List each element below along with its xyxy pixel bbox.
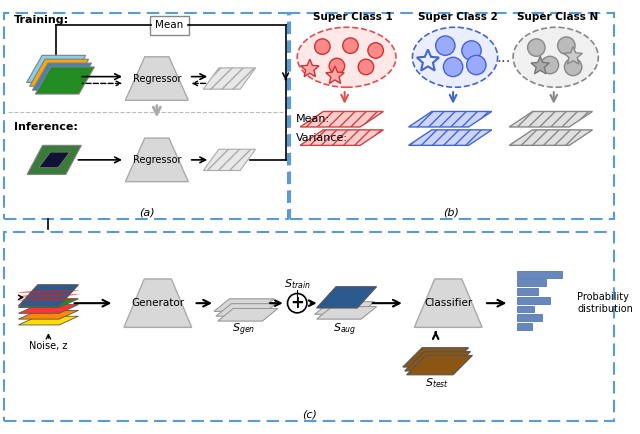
Text: ...: ... (496, 50, 511, 65)
Polygon shape (125, 57, 188, 100)
Text: $S_{gen}$: $S_{gen}$ (232, 321, 255, 338)
Circle shape (315, 39, 330, 54)
Text: Mean: Mean (156, 20, 184, 30)
Circle shape (368, 43, 383, 58)
Text: Inference:: Inference: (13, 122, 77, 132)
Polygon shape (27, 55, 86, 82)
Polygon shape (33, 63, 92, 90)
Text: Classifier: Classifier (424, 298, 472, 308)
Polygon shape (218, 309, 278, 321)
Polygon shape (403, 348, 468, 367)
Polygon shape (216, 304, 276, 316)
Text: $S_{test}$: $S_{test}$ (426, 377, 450, 391)
Polygon shape (404, 352, 470, 371)
Text: Probability
distribution: Probability distribution (577, 293, 633, 314)
Circle shape (436, 36, 455, 55)
Text: Generator: Generator (131, 298, 184, 308)
Polygon shape (19, 294, 79, 296)
Circle shape (287, 293, 307, 313)
Polygon shape (301, 59, 319, 77)
Text: +: + (291, 294, 304, 312)
Circle shape (358, 59, 374, 75)
Polygon shape (564, 46, 582, 64)
Polygon shape (19, 298, 79, 300)
Text: Variance:: Variance: (296, 133, 348, 143)
Polygon shape (414, 279, 482, 327)
Text: Regressor: Regressor (132, 155, 181, 165)
Polygon shape (19, 291, 79, 293)
Text: Super Class N: Super Class N (517, 12, 598, 22)
Polygon shape (406, 355, 472, 375)
Polygon shape (317, 306, 376, 319)
Text: Super Class 2: Super Class 2 (418, 12, 498, 22)
Text: (c): (c) (302, 410, 317, 420)
Circle shape (467, 55, 486, 75)
Polygon shape (531, 56, 549, 74)
Polygon shape (39, 152, 70, 168)
Bar (517, 323, 532, 330)
Polygon shape (19, 305, 79, 313)
Polygon shape (19, 310, 79, 319)
Circle shape (557, 37, 575, 54)
Bar (517, 279, 546, 286)
Text: Mean:: Mean: (296, 114, 330, 124)
Polygon shape (19, 316, 79, 325)
Polygon shape (125, 138, 188, 182)
Polygon shape (408, 130, 492, 145)
Text: Noise, z: Noise, z (29, 341, 68, 351)
Text: (b): (b) (444, 207, 459, 217)
FancyBboxPatch shape (150, 16, 189, 35)
Bar (517, 271, 561, 277)
Text: $S_{aug}$: $S_{aug}$ (333, 321, 356, 338)
Text: Super Class 1: Super Class 1 (314, 12, 393, 22)
Circle shape (462, 41, 481, 60)
Text: Regressor: Regressor (132, 73, 181, 84)
Ellipse shape (513, 27, 598, 87)
Polygon shape (300, 112, 383, 127)
Polygon shape (19, 285, 79, 306)
Polygon shape (27, 145, 81, 174)
Text: (a): (a) (140, 207, 155, 217)
Bar (517, 306, 534, 312)
Polygon shape (408, 112, 492, 127)
Circle shape (444, 57, 463, 77)
Bar (517, 297, 550, 304)
Bar (517, 314, 542, 321)
Ellipse shape (297, 27, 396, 87)
Polygon shape (326, 66, 344, 83)
Circle shape (342, 38, 358, 53)
Polygon shape (317, 287, 376, 308)
Circle shape (564, 58, 582, 76)
Text: Training:: Training: (13, 16, 68, 26)
Polygon shape (509, 130, 593, 145)
Polygon shape (35, 67, 94, 94)
Polygon shape (300, 130, 383, 145)
Polygon shape (214, 299, 274, 311)
Polygon shape (204, 68, 255, 89)
Bar (517, 288, 538, 295)
Polygon shape (19, 299, 79, 308)
Circle shape (527, 39, 545, 56)
Polygon shape (315, 302, 374, 314)
Polygon shape (29, 59, 88, 86)
Text: $S_{train}$: $S_{train}$ (284, 277, 310, 291)
Polygon shape (509, 112, 593, 127)
Polygon shape (204, 149, 255, 171)
Circle shape (541, 56, 559, 74)
Circle shape (329, 58, 345, 74)
Ellipse shape (412, 27, 498, 87)
Polygon shape (124, 279, 192, 327)
